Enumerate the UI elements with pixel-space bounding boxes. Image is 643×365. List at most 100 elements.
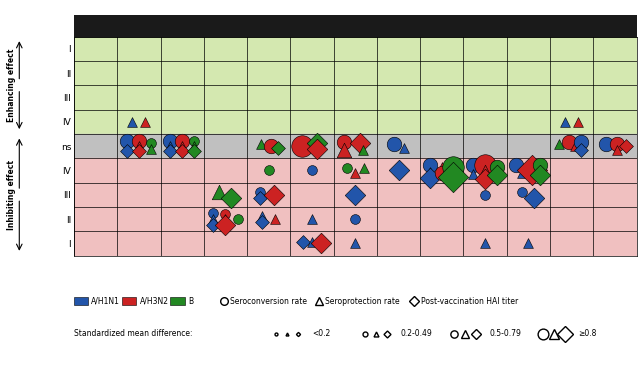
Bar [74,207,637,231]
Text: A/H1N1: A/H1N1 [91,297,120,306]
Point [127,119,138,124]
Point [480,162,490,168]
Text: B: B [188,297,193,306]
Point [208,216,219,222]
Point [554,141,564,146]
Point [122,138,132,143]
Point [140,119,150,124]
Point [517,170,527,176]
Point [399,146,409,151]
Point [612,141,622,146]
Bar [74,61,637,85]
Point [213,189,224,195]
Point [145,140,156,146]
Point [480,176,490,182]
Point [256,141,266,146]
Text: <0.2: <0.2 [312,330,330,338]
Text: Seroconversion rate: Seroconversion rate [230,297,307,306]
Point [340,139,350,145]
Point [437,170,447,176]
Bar [74,85,637,110]
Point [255,189,265,195]
Point [511,162,521,168]
Point [570,143,580,149]
Point [468,171,478,177]
Point [340,147,350,153]
Point [468,162,478,168]
Point [257,213,267,219]
Point [565,139,575,145]
Point [307,239,317,245]
Point [134,143,144,149]
Point [165,138,175,143]
Point [389,141,399,146]
Point [424,162,435,168]
Point [145,146,156,152]
Point [208,222,219,228]
Point [270,216,280,222]
Bar [74,182,637,207]
Point [350,216,360,222]
Point [134,149,144,154]
Point [189,143,199,149]
Point [517,189,527,195]
Point [307,168,317,173]
FancyBboxPatch shape [74,297,88,305]
Point [480,192,490,197]
Point [492,172,502,178]
Point [269,192,279,197]
Point [560,119,570,124]
Point [536,162,546,168]
Text: Post-vaccination HAI titer: Post-vaccination HAI titer [421,297,518,306]
Point [394,168,404,173]
Point [536,172,546,178]
Bar [74,158,637,182]
Point [273,146,284,151]
Point [177,149,187,154]
Text: A/H3N2: A/H3N2 [140,297,168,306]
Point [298,239,309,245]
Point [312,146,322,152]
Point [601,141,611,146]
Point [264,168,274,173]
Text: ≥0.8: ≥0.8 [578,330,597,338]
Point [527,168,537,173]
Point [165,149,175,154]
Point [189,138,199,143]
Point [177,143,187,149]
Point [576,139,586,145]
Point [255,195,265,200]
Point [316,241,326,246]
Point [266,143,276,149]
Point [448,174,458,180]
Point [424,169,435,174]
Point [358,147,368,153]
Bar [74,36,637,61]
Text: Standardized mean difference:: Standardized mean difference: [74,330,192,338]
Point [208,210,219,216]
Point [573,119,583,124]
Point [492,164,502,170]
Point [350,192,360,197]
Text: Inhibiting effect: Inhibiting effect [7,160,16,230]
Point [437,164,447,170]
Point [232,216,242,222]
Text: 0.5-0.79: 0.5-0.79 [489,330,521,338]
Point [221,216,231,222]
Point [424,175,435,181]
Point [359,165,369,171]
Point [257,219,267,225]
Text: Enhancing effect: Enhancing effect [7,49,16,122]
Point [480,169,490,175]
Point [350,241,360,246]
Point [189,149,199,154]
Bar [74,110,637,134]
Point [122,148,132,154]
Text: 0.2-0.49: 0.2-0.49 [401,330,432,338]
Point [448,164,458,170]
Point [297,143,307,149]
Point [165,143,175,149]
Point [576,147,586,153]
Point [480,241,490,246]
Point [529,195,539,200]
